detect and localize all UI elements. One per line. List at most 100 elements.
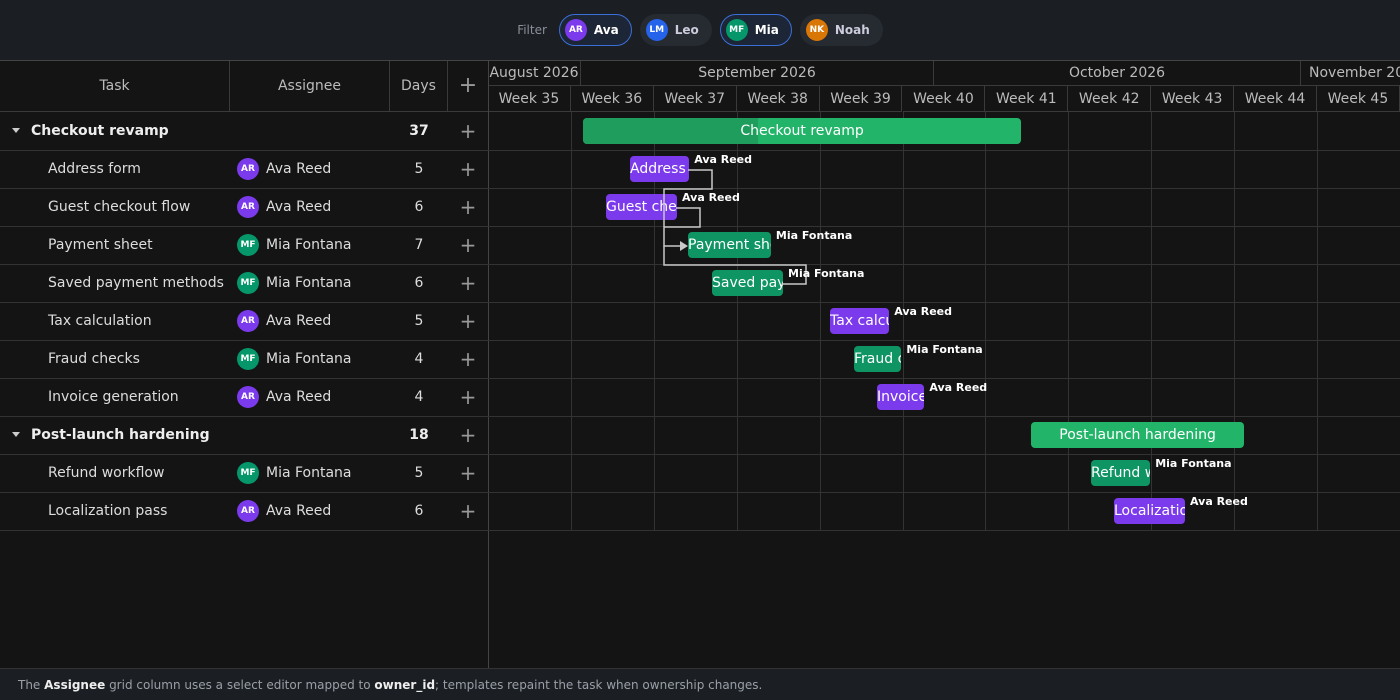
days: 37 bbox=[409, 123, 429, 139]
week-header: Week 35 bbox=[488, 86, 571, 112]
chip-name: Leo bbox=[674, 23, 699, 37]
bar-label: Fraud checks bbox=[854, 351, 901, 367]
task-name: Saved payment methods bbox=[48, 275, 224, 291]
row-rule bbox=[0, 492, 1400, 493]
row-rule bbox=[0, 416, 1400, 417]
owner-label: Ava Reed bbox=[682, 191, 740, 204]
filter-label: Filter bbox=[517, 23, 547, 37]
task-name: Invoice generation bbox=[48, 389, 179, 405]
assignee-name[interactable]: Ava Reed bbox=[266, 199, 332, 215]
days: 5 bbox=[414, 313, 424, 329]
week-grid-line bbox=[1068, 112, 1070, 530]
add-subtask[interactable]: + bbox=[459, 195, 477, 219]
month-header: September 2026 bbox=[581, 60, 934, 86]
assignee-name[interactable]: Mia Fontana bbox=[266, 237, 352, 253]
week-header: Week 37 bbox=[653, 86, 737, 112]
chip-name: Noah bbox=[834, 23, 870, 37]
assignee-avatar: AR bbox=[237, 196, 259, 218]
week-header: Week 44 bbox=[1234, 86, 1317, 112]
week-grid-line bbox=[1234, 112, 1236, 530]
week-header: Week 43 bbox=[1151, 86, 1235, 112]
days: 5 bbox=[414, 465, 424, 481]
assignee-name[interactable]: Mia Fontana bbox=[266, 275, 352, 291]
assignee-avatar: MF bbox=[237, 462, 259, 484]
row-rule bbox=[0, 188, 1400, 189]
filter-chip[interactable]: NK Noah bbox=[799, 14, 883, 46]
column-header: Assignee bbox=[230, 60, 390, 112]
row-rule bbox=[0, 340, 1400, 341]
task-name: Guest checkout flow bbox=[48, 199, 191, 215]
bar-label: Refund workflow bbox=[1091, 465, 1150, 481]
progress bbox=[583, 118, 758, 144]
week-grid-line bbox=[736, 112, 738, 530]
assignee-name[interactable]: Ava Reed bbox=[266, 389, 332, 405]
collapse-toggle[interactable] bbox=[12, 432, 20, 437]
add-subtask[interactable]: + bbox=[459, 309, 477, 333]
days: 5 bbox=[414, 161, 424, 177]
footer-note: The Assignee grid column uses a select e… bbox=[0, 668, 1400, 700]
filter-chip[interactable]: AR Ava bbox=[558, 14, 632, 46]
group-name: Checkout revamp bbox=[31, 123, 169, 139]
assignee-name[interactable]: Ava Reed bbox=[266, 503, 332, 519]
days: 6 bbox=[414, 199, 424, 215]
assignee-avatar: AR bbox=[237, 500, 259, 522]
assignee-name[interactable]: Ava Reed bbox=[266, 313, 332, 329]
week-header: Week 36 bbox=[570, 86, 654, 112]
row-rule bbox=[0, 378, 1400, 379]
week-header: Week 40 bbox=[902, 86, 986, 112]
owner-label: Mia Fontana bbox=[788, 267, 865, 280]
week-header: Week 38 bbox=[736, 86, 820, 112]
task-bar[interactable]: Guest checkout flow bbox=[606, 194, 678, 220]
assignee-name[interactable]: Mia Fontana bbox=[266, 351, 352, 367]
row-rule bbox=[0, 530, 1400, 531]
month-header: August 2026 bbox=[488, 60, 581, 86]
task-bar[interactable]: Fraud checks bbox=[854, 346, 902, 372]
task-name: Refund workflow bbox=[48, 465, 165, 481]
task-bar[interactable]: Address form bbox=[630, 156, 690, 182]
add-subtask[interactable]: + bbox=[459, 385, 477, 409]
filter-chip[interactable]: LM Leo bbox=[639, 14, 712, 46]
avatar: MF bbox=[725, 19, 748, 41]
filter-chip[interactable]: MF Mia bbox=[719, 14, 792, 46]
task-name: Fraud checks bbox=[48, 351, 140, 367]
week-grid-line bbox=[985, 112, 987, 530]
month-header: November 2026 bbox=[1301, 60, 1400, 86]
days: 4 bbox=[414, 351, 424, 367]
bar-label: Checkout revamp bbox=[740, 123, 864, 139]
add-subtask[interactable]: + bbox=[459, 233, 477, 257]
add-subtask[interactable]: + bbox=[459, 461, 477, 485]
avatar: NK bbox=[805, 19, 828, 41]
task-bar[interactable]: Localization pass bbox=[1114, 498, 1186, 524]
task-bar[interactable]: Refund workflow bbox=[1091, 460, 1151, 486]
avatar: LM bbox=[645, 19, 668, 41]
row-rule bbox=[0, 302, 1400, 303]
collapse-toggle[interactable] bbox=[12, 128, 20, 133]
column-header: Days bbox=[390, 60, 448, 112]
bar-label: Saved payment methods bbox=[712, 275, 784, 291]
add-task-header[interactable]: + bbox=[448, 60, 489, 112]
task-bar[interactable]: Payment sheet bbox=[688, 232, 771, 258]
summary-bar[interactable]: Checkout revamp bbox=[583, 118, 1022, 144]
assignee-avatar: AR bbox=[237, 158, 259, 180]
week-header: Week 42 bbox=[1068, 86, 1152, 112]
add-subtask[interactable]: + bbox=[459, 423, 477, 447]
code-term: owner_id bbox=[374, 677, 436, 692]
assignee-name[interactable]: Mia Fontana bbox=[266, 465, 352, 481]
bar-label: Invoice generation bbox=[877, 389, 925, 405]
add-subtask[interactable]: + bbox=[459, 119, 477, 143]
assignee-name[interactable]: Ava Reed bbox=[266, 161, 332, 177]
add-subtask[interactable]: + bbox=[459, 157, 477, 181]
owner-label: Ava Reed bbox=[1190, 495, 1248, 508]
chip-name: Mia bbox=[754, 23, 779, 37]
add-subtask[interactable]: + bbox=[459, 499, 477, 523]
filter-bar: Filter AR Ava LM Leo MF Mia NK Noah bbox=[0, 0, 1400, 60]
task-bar[interactable]: Invoice generation bbox=[877, 384, 925, 410]
avatar: AR bbox=[564, 19, 587, 41]
owner-label: Mia Fontana bbox=[1155, 457, 1232, 470]
summary-bar[interactable]: Post-launch hardening bbox=[1031, 422, 1245, 448]
row-rule bbox=[0, 150, 1400, 151]
task-bar[interactable]: Tax calculation bbox=[830, 308, 890, 334]
add-subtask[interactable]: + bbox=[459, 347, 477, 371]
add-subtask[interactable]: + bbox=[459, 271, 477, 295]
task-bar[interactable]: Saved payment methods bbox=[712, 270, 784, 296]
